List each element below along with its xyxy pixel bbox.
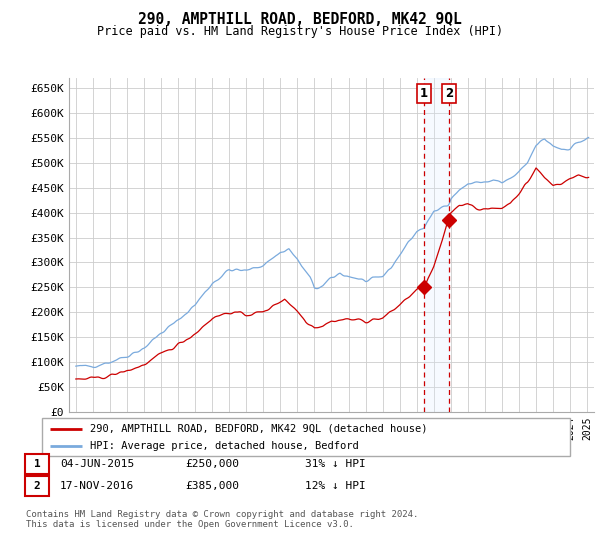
Text: £385,000: £385,000 (185, 481, 239, 491)
Text: Price paid vs. HM Land Registry's House Price Index (HPI): Price paid vs. HM Land Registry's House … (97, 25, 503, 38)
Text: 31% ↓ HPI: 31% ↓ HPI (305, 459, 366, 469)
Text: 1: 1 (420, 87, 428, 100)
Text: £250,000: £250,000 (185, 459, 239, 469)
Text: 17-NOV-2016: 17-NOV-2016 (60, 481, 134, 491)
Text: 2: 2 (445, 87, 453, 100)
Bar (424, 78, 449, 412)
FancyBboxPatch shape (25, 454, 49, 474)
Text: 12% ↓ HPI: 12% ↓ HPI (305, 481, 366, 491)
FancyBboxPatch shape (25, 476, 49, 496)
Text: HPI: Average price, detached house, Bedford: HPI: Average price, detached house, Bedf… (89, 441, 358, 451)
Text: 04-JUN-2015: 04-JUN-2015 (60, 459, 134, 469)
Text: Contains HM Land Registry data © Crown copyright and database right 2024.
This d: Contains HM Land Registry data © Crown c… (26, 510, 418, 529)
Text: 1: 1 (34, 459, 40, 469)
Text: 2: 2 (34, 481, 40, 491)
Text: 290, AMPTHILL ROAD, BEDFORD, MK42 9QL: 290, AMPTHILL ROAD, BEDFORD, MK42 9QL (138, 12, 462, 27)
Text: 290, AMPTHILL ROAD, BEDFORD, MK42 9QL (detached house): 290, AMPTHILL ROAD, BEDFORD, MK42 9QL (d… (89, 423, 427, 433)
